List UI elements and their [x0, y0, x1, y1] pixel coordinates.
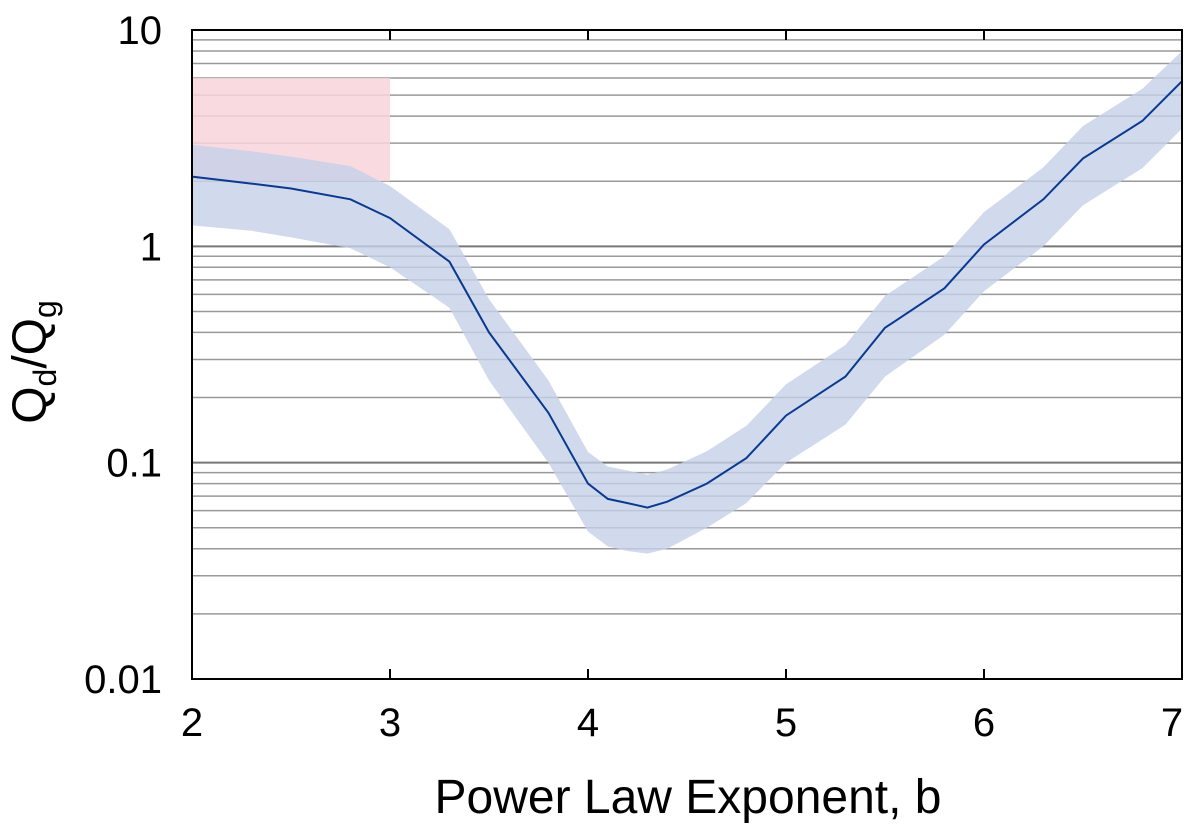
x-tick-label: 6 [973, 701, 995, 745]
y-tick-label: 10 [118, 9, 163, 53]
y-tick-label: 0.1 [106, 442, 162, 486]
x-tick-label: 3 [379, 701, 401, 745]
x-axis-ticks: 2 3 4 5 6 7 [181, 30, 1183, 745]
x-tick-label: 2 [181, 701, 203, 745]
y-axis-ticks: 0.01 0.1 1 10 [84, 9, 162, 702]
x-tick-label: 7 [1161, 701, 1183, 745]
y-axis-label: Qd/Qg [4, 300, 63, 424]
plot-frame [191, 29, 1183, 680]
y-tick-label: 1 [140, 225, 162, 269]
x-tick-label: 4 [577, 701, 599, 745]
x-tick-label: 5 [775, 701, 797, 745]
grid-lines [192, 39, 1182, 615]
x-axis-label: Power Law Exponent, b [435, 771, 942, 824]
y-tick-label: 0.01 [84, 658, 162, 702]
series-line [191, 80, 1183, 509]
